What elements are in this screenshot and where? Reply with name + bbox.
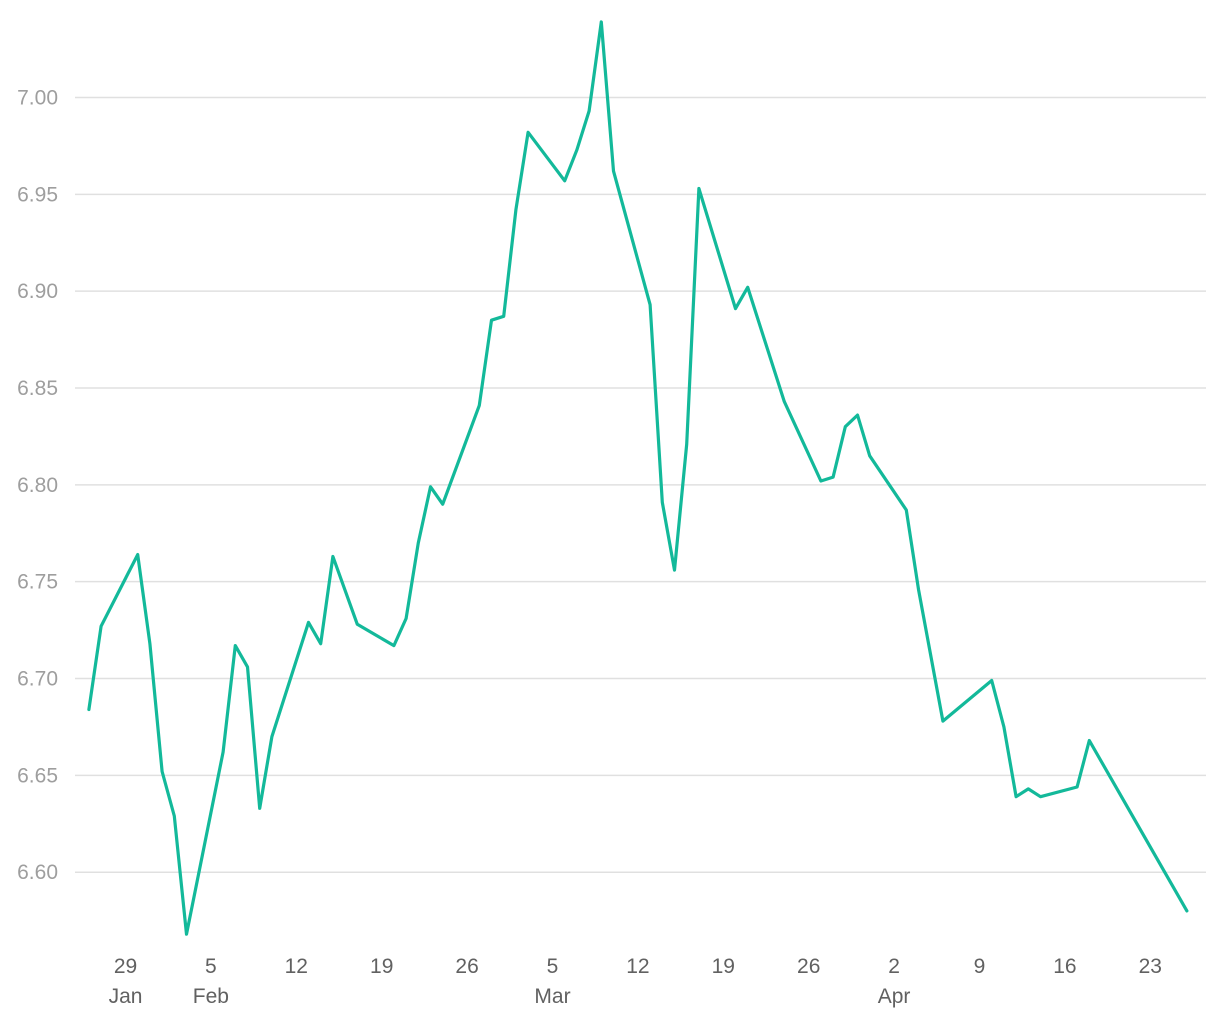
x-tick-month-label: Mar: [534, 985, 570, 1008]
y-tick-label: 6.80: [17, 474, 58, 497]
x-tick-label: 5: [547, 955, 559, 978]
x-tick-label: 19: [712, 955, 735, 978]
y-tick-label: 6.95: [17, 183, 58, 206]
x-tick-label: 12: [285, 955, 308, 978]
y-tick-label: 6.75: [17, 571, 58, 594]
x-tick-label: 23: [1139, 955, 1162, 978]
y-tick-label: 6.60: [17, 861, 58, 884]
x-tick-label: 16: [1053, 955, 1076, 978]
x-tick-month-label: Jan: [109, 985, 143, 1008]
y-tick-label: 6.85: [17, 377, 58, 400]
x-axis-tick-labels: 29 Jan 5 Feb 12 19 26 5 Mar 12 19 26 2 Apr 9 16 23: [109, 955, 1162, 1008]
y-tick-label: 6.90: [17, 280, 58, 303]
series-layer: [87, 20, 1189, 936]
x-tick-label: 2: [888, 955, 900, 978]
y-axis-tick-labels: 6.60 6.65 6.70 6.75 6.80 6.85 6.90 6.95 7.00: [17, 86, 58, 884]
y-tick-label: 7.00: [17, 86, 58, 109]
x-tick-label: 5: [205, 955, 217, 978]
x-tick-month-label: Apr: [878, 985, 911, 1008]
x-tick-label: 26: [455, 955, 478, 978]
x-tick-label: 19: [370, 955, 393, 978]
y-tick-label: 6.65: [17, 764, 58, 787]
y-tick-label: 6.70: [17, 668, 58, 691]
x-tick-label: 26: [797, 955, 820, 978]
series-line: [87, 20, 1189, 936]
x-tick-label: 9: [974, 955, 986, 978]
gridlines: [75, 96, 1206, 873]
x-tick-label: 12: [626, 955, 649, 978]
x-tick-month-label: Feb: [193, 985, 229, 1008]
x-tick-label: 29: [114, 955, 137, 978]
